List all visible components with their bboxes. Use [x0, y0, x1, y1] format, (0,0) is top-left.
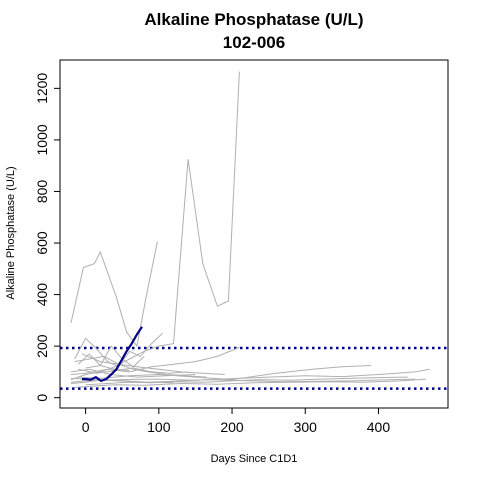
x-tick-label-200: 200 — [220, 419, 244, 435]
y-tick-label-0: 0 — [34, 394, 50, 402]
x-tick-label-0: 0 — [82, 419, 90, 435]
reference-series-line-4 — [70, 346, 240, 375]
y-tick-label-600: 600 — [34, 231, 50, 255]
reference-series-line-3 — [77, 345, 145, 368]
x-tick-label-100: 100 — [147, 419, 171, 435]
x-tick-label-300: 300 — [294, 419, 318, 435]
y-axis-label: Alkaline Phosphatase (U/L) — [5, 166, 17, 299]
reference-series-line-9 — [81, 353, 225, 375]
y-tick-label-1000: 1000 — [34, 124, 50, 155]
reference-series-line-8 — [70, 368, 196, 378]
highlight-series-group — [82, 326, 143, 382]
chart-title: Alkaline Phosphatase (U/L) — [144, 10, 363, 29]
reference-series-line-1 — [70, 71, 240, 381]
reference-series-line-7 — [78, 365, 372, 381]
y-tick-label-400: 400 — [34, 283, 50, 307]
highlight-series-line — [82, 326, 143, 382]
reference-series-group — [70, 71, 430, 388]
x-tick-label-400: 400 — [367, 419, 391, 435]
y-tick-label-800: 800 — [34, 180, 50, 204]
x-axis: 0 100 200 300 400 — [82, 407, 391, 435]
x-axis-label: Days Since C1D1 — [211, 453, 298, 465]
reference-series-line-13 — [70, 377, 416, 383]
y-axis: 0 200 400 600 800 1000 1200 — [34, 73, 61, 402]
y-tick-label-1200: 1200 — [34, 73, 50, 104]
reference-series-line-11 — [85, 376, 408, 386]
chart-subtitle: 102-006 — [223, 33, 285, 52]
reference-series-line-5 — [70, 368, 430, 383]
reference-lines — [60, 346, 448, 390]
reference-series-line-12 — [78, 367, 189, 374]
reference-series-line-6 — [74, 378, 427, 388]
y-tick-label-200: 200 — [34, 334, 50, 358]
reference-series-line-14 — [74, 355, 207, 378]
reference-series-line-0 — [70, 241, 158, 348]
plot-frame — [59, 59, 449, 409]
reference-series-line-15 — [85, 364, 130, 372]
